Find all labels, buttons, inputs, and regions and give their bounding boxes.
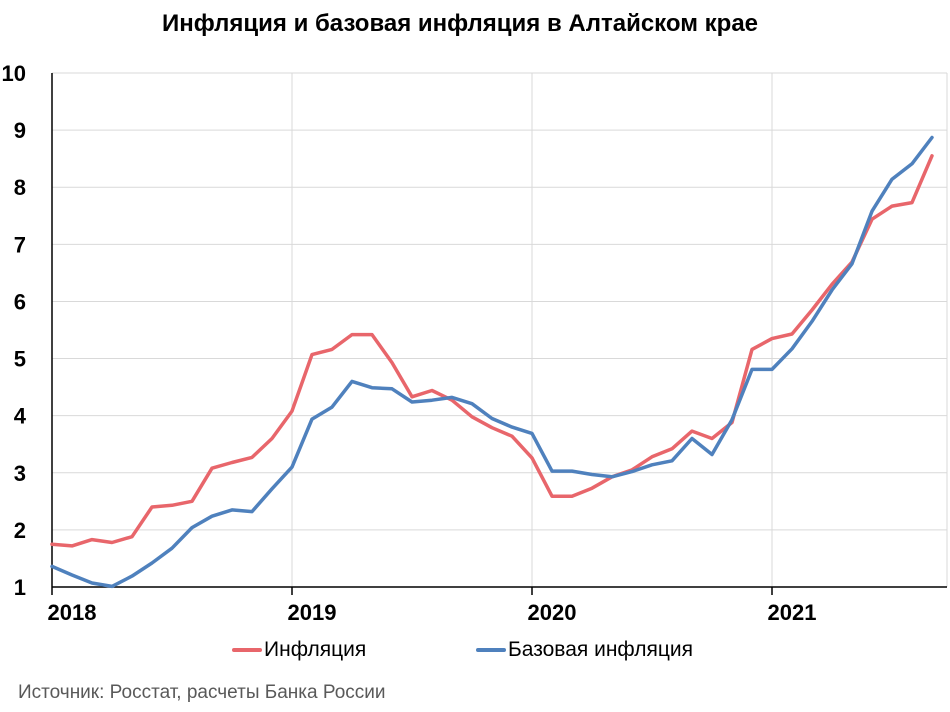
legend-item-inflation: Инфляция [232,638,366,662]
axes [51,73,947,595]
legend-label-core-inflation: Базовая инфляция [508,638,694,661]
x-tick-label: 2020 [528,600,577,625]
legend-label-inflation: Инфляция [264,638,367,661]
x-tick-label: 2019 [288,600,337,625]
legend-swatch-inflation [232,648,262,652]
y-tick-label: 8 [14,175,26,200]
series-line-inflation [50,154,934,548]
tick-labels: 1 2 3 4 5 6 7 8 9 10 2018 2019 2020 2021 [2,61,817,625]
legend: Инфляция Базовая инфляция [0,638,950,668]
x-tick-label: 2021 [768,600,817,625]
y-tick-label: 10 [2,61,26,86]
y-tick-label: 5 [14,347,26,372]
y-tick-label: 4 [14,404,27,429]
legend-swatch-core-inflation [476,648,506,652]
y-tick-label: 6 [14,289,26,314]
series-lines [50,135,934,589]
source-note: Источник: Росстат, расчеты Банка России [18,682,386,703]
y-tick-label: 7 [14,232,26,257]
y-tick-label: 9 [14,118,26,143]
chart-title: Инфляция и базовая инфляция в Алтайском … [161,10,759,37]
x-tick-label: 2018 [48,600,97,625]
series-line-core-inflation [50,135,934,589]
grid-lines [52,72,948,587]
legend-item-core-inflation: Базовая инфляция [476,638,693,662]
y-tick-label: 2 [14,518,26,543]
y-tick-label: 1 [14,575,26,600]
y-tick-label: 3 [14,461,26,486]
